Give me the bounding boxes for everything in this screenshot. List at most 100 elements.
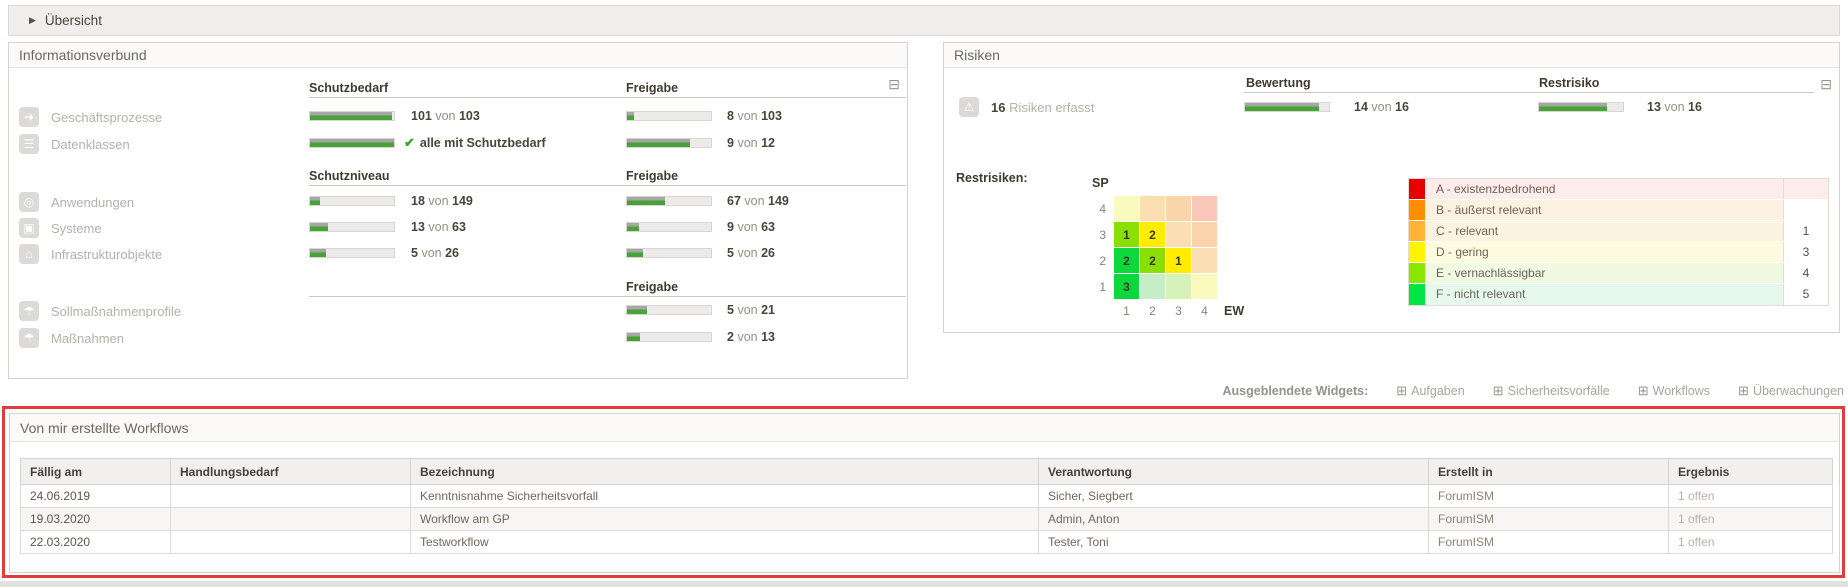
schutzbedarf-progressbar-datenklassen bbox=[309, 138, 395, 148]
schutzniveau-progressbar-anwendungen bbox=[309, 196, 395, 206]
column-header-freigabe-3: Freigabe bbox=[626, 280, 679, 294]
uebersicht-collapse-bar[interactable]: ▶ Übersicht bbox=[8, 5, 1840, 36]
value-number: 18 bbox=[411, 194, 425, 208]
info-item-anwendungen[interactable]: ◎ Anwendungen bbox=[19, 191, 134, 213]
von-word: von bbox=[428, 194, 449, 208]
cell-verantwortung: Admin, Anton bbox=[1038, 507, 1429, 531]
value-total: 103 bbox=[761, 109, 782, 123]
info-item-infrastrukturobjekte[interactable]: ⌂ Infrastrukturobjekte bbox=[19, 243, 162, 265]
show-widget-aufgaben[interactable]: ⊞ Aufgaben bbox=[1396, 383, 1464, 399]
von-word: von bbox=[1664, 100, 1685, 114]
cell-handlungsbedarf bbox=[170, 530, 411, 554]
show-widget-workflows[interactable]: ⊞ Workflows bbox=[1638, 383, 1710, 399]
legend-count: 1 bbox=[1783, 221, 1828, 241]
bewertung-value: 14 von 16 bbox=[1354, 99, 1409, 115]
freigabe-progressbar-geschaeftsprozesse bbox=[626, 111, 712, 121]
risiken-erfasst-item[interactable]: ⚠ 16 Risiken erfasst bbox=[959, 96, 1094, 118]
schutzbedarf-progressbar-geschaeftsprozesse bbox=[309, 111, 395, 121]
matrix-col-label: 3 bbox=[1175, 304, 1182, 318]
column-header-freigabe-1: Freigabe bbox=[626, 81, 679, 95]
legend-label: C - relevant bbox=[1436, 224, 1499, 238]
info-item-sollmassnahmenprofile[interactable]: ☂ Sollmaßnahmenprofile bbox=[19, 300, 181, 322]
matrix-x-axis-label: EW bbox=[1224, 304, 1245, 318]
info-item-datenklassen[interactable]: ☰ Datenklassen bbox=[19, 133, 130, 155]
restrisiken-label: Restrisiken: bbox=[956, 171, 1028, 185]
cell-erstellt-in: ForumISM bbox=[1428, 507, 1669, 531]
column-header-verantwortung[interactable]: Verantwortung bbox=[1038, 458, 1429, 485]
highlight-red-border: Von mir erstellte Workflows Fällig am Ha… bbox=[2, 406, 1845, 578]
building-icon: ⌂ bbox=[19, 244, 39, 264]
cell-ergebnis: 1 offen bbox=[1668, 484, 1833, 508]
informationsverbund-panel: Informationsverbund ⊟ ➜ Geschäftsprozess… bbox=[8, 42, 908, 379]
bar-fill bbox=[310, 223, 328, 231]
monitor-icon: ▣ bbox=[19, 218, 39, 238]
value-total: 63 bbox=[452, 220, 466, 234]
info-item-label: Sollmaßnahmenprofile bbox=[51, 303, 182, 319]
bar-fill bbox=[627, 333, 640, 341]
column-header-faellig-am[interactable]: Fällig am bbox=[20, 458, 171, 485]
matrix-cell: 2 bbox=[1140, 248, 1165, 273]
section-divider bbox=[1244, 92, 1814, 93]
legend-count: 4 bbox=[1783, 263, 1828, 283]
workflows-table-header-row: Fällig am Handlungsbedarf Bezeichnung Ve… bbox=[20, 458, 1833, 485]
cell-ergebnis: 1 offen bbox=[1668, 530, 1833, 554]
column-header-ergebnis[interactable]: Ergebnis bbox=[1668, 458, 1833, 485]
column-header-schutzniveau: Schutzniveau bbox=[309, 169, 390, 183]
collapse-panel-icon[interactable]: ⊟ bbox=[1820, 76, 1832, 92]
column-header-handlungsbedarf[interactable]: Handlungsbedarf bbox=[170, 458, 411, 485]
value-total: 12 bbox=[761, 136, 775, 150]
bar-fill bbox=[310, 112, 393, 120]
cell-bezeichnung: Kenntnisnahme Sicherheitsvorfall bbox=[410, 484, 1039, 508]
hidden-widgets-label: Ausgeblendete Widgets: bbox=[1222, 384, 1369, 398]
freigabe-progressbar-infrastrukturobjekte bbox=[626, 248, 712, 258]
column-header-erstellt-in[interactable]: Erstellt in bbox=[1428, 458, 1669, 485]
show-widget-ueberwachungen[interactable]: ⊞ Überwachungen bbox=[1738, 383, 1844, 399]
legend-row-f: F - nicht relevant 5 bbox=[1409, 284, 1828, 305]
section-divider bbox=[309, 185, 906, 186]
column-header-bezeichnung[interactable]: Bezeichnung bbox=[410, 458, 1039, 485]
value-number: 14 bbox=[1354, 100, 1368, 114]
collapse-panel-icon[interactable]: ⊟ bbox=[888, 76, 900, 92]
uebersicht-title: Übersicht bbox=[44, 13, 102, 28]
restrisiko-value: 13 von 16 bbox=[1647, 99, 1702, 115]
info-item-label: Systeme bbox=[51, 220, 102, 236]
matrix-cell bbox=[1166, 274, 1191, 299]
info-item-systeme[interactable]: ▣ Systeme bbox=[19, 217, 102, 239]
value-total: 16 bbox=[1395, 100, 1409, 114]
risiken-panel-title: Risiken bbox=[954, 47, 1000, 63]
matrix-cell bbox=[1192, 196, 1217, 221]
info-item-massnahmen[interactable]: ☂ Maßnahmen bbox=[19, 327, 124, 349]
workflow-row-2[interactable]: 19.03.2020 Workflow am GP Admin, Anton F… bbox=[20, 507, 1833, 531]
matrix-row-label: 4 bbox=[1099, 202, 1106, 216]
value-number: 13 bbox=[1647, 100, 1661, 114]
info-item-geschaeftsprozesse[interactable]: ➜ Geschäftsprozesse bbox=[19, 106, 162, 128]
informationsverbund-panel-body: ⊟ ➜ Geschäftsprozesse ☰ Datenklassen ◎ A… bbox=[9, 68, 907, 379]
bar-fill bbox=[310, 139, 394, 147]
risk-legend: A - existenzbedrohend B - äußerst releva… bbox=[1408, 178, 1829, 306]
legend-row-d: D - gering 3 bbox=[1409, 242, 1828, 263]
warning-triangle-icon: ⚠ bbox=[959, 97, 979, 117]
schutzbedarf-value-datenklassen: ✔ alle mit Schutzbedarf bbox=[404, 135, 546, 151]
legend-color-swatch bbox=[1409, 242, 1425, 262]
workflows-panel: Von mir erstellte Workflows Fällig am Ha… bbox=[9, 413, 1840, 573]
matrix-cell bbox=[1140, 196, 1165, 221]
von-word: von bbox=[737, 303, 758, 317]
column-header-freigabe-2: Freigabe bbox=[626, 169, 679, 183]
value-number: 67 bbox=[727, 194, 741, 208]
value-number: 101 bbox=[411, 109, 432, 123]
informationsverbund-panel-title: Informationsverbund bbox=[19, 47, 147, 63]
column-header-bewertung: Bewertung bbox=[1246, 76, 1311, 90]
legend-color-swatch bbox=[1409, 221, 1425, 241]
schutzniveau-value-anwendungen: 18 von 149 bbox=[411, 193, 473, 209]
von-word: von bbox=[737, 136, 758, 150]
freigabe-progressbar-systeme bbox=[626, 222, 712, 232]
legend-color-swatch bbox=[1409, 179, 1425, 199]
legend-count bbox=[1783, 179, 1828, 199]
bar-fill bbox=[627, 197, 665, 205]
workflow-row-1[interactable]: 24.06.2019 Kenntnisnahme Sicherheitsvorf… bbox=[20, 484, 1833, 508]
workflow-row-3[interactable]: 22.03.2020 Testworkflow Tester, Toni For… bbox=[20, 530, 1833, 554]
legend-count: 3 bbox=[1783, 242, 1828, 262]
show-widget-sicherheitsvorfaelle[interactable]: ⊞ Sicherheitsvorfälle bbox=[1493, 383, 1610, 399]
cell-verantwortung: Tester, Toni bbox=[1038, 530, 1429, 554]
von-word: von bbox=[1371, 100, 1392, 114]
